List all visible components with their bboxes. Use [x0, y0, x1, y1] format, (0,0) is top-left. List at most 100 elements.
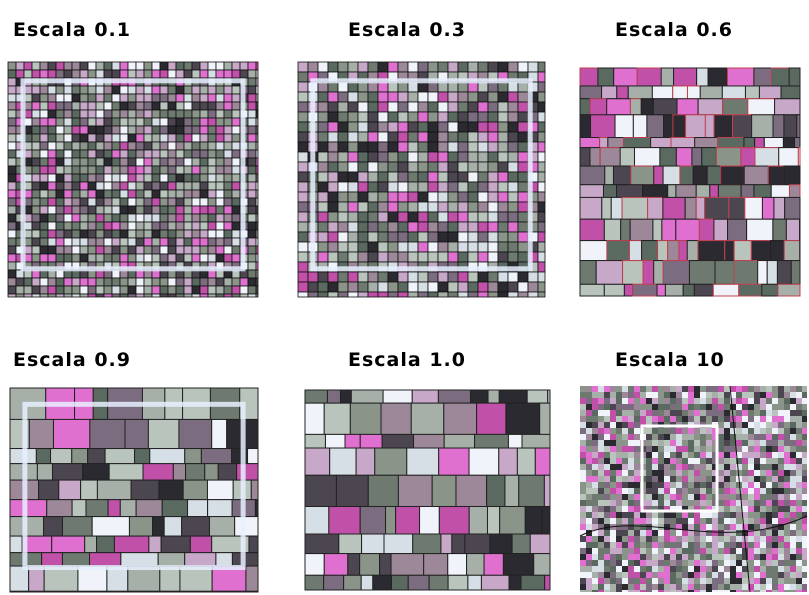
- image-segment: [255, 500, 258, 517]
- image-segment: [629, 241, 641, 261]
- image-cell: [796, 404, 802, 410]
- image-segment: [544, 475, 550, 506]
- image-cell: [458, 282, 468, 292]
- image-cell: [772, 416, 778, 422]
- image-cell: [682, 494, 688, 500]
- image-cell: [488, 182, 498, 192]
- image-cell: [724, 392, 730, 398]
- image-cell: [784, 506, 790, 512]
- image-cell: [8, 166, 16, 174]
- image-cell: [592, 404, 598, 410]
- image-segment: [448, 554, 467, 576]
- image-segment: [642, 241, 658, 261]
- image-cell: [318, 232, 328, 242]
- image-cell: [256, 230, 258, 238]
- image-cell: [418, 82, 428, 92]
- image-segment: [580, 185, 603, 198]
- image-cell: [628, 476, 634, 482]
- image-cell: [200, 286, 208, 294]
- image-cell: [192, 182, 200, 190]
- image-cell: [604, 398, 610, 404]
- image-cell: [604, 416, 610, 422]
- image-cell: [498, 292, 508, 297]
- image-cell: [742, 578, 748, 584]
- image-cell: [616, 404, 622, 410]
- image-cell: [428, 182, 438, 192]
- image-cell: [80, 126, 88, 134]
- image-cell: [640, 404, 646, 410]
- image-cell: [658, 476, 664, 482]
- image-cell: [64, 166, 72, 174]
- image-cell: [176, 294, 184, 297]
- image-cell: [592, 494, 598, 500]
- image-cell: [368, 232, 378, 242]
- image-cell: [688, 446, 694, 452]
- image-cell: [670, 530, 676, 536]
- image-cell: [592, 440, 598, 446]
- image-cell: [802, 422, 807, 428]
- image-cell: [724, 404, 730, 410]
- image-cell: [498, 282, 508, 292]
- image-cell: [176, 206, 184, 214]
- image-segment: [661, 68, 673, 86]
- image-cell: [328, 92, 338, 102]
- image-cell: [634, 482, 640, 488]
- image-cell: [408, 82, 418, 92]
- image-cell: [120, 190, 128, 198]
- image-cell: [724, 530, 730, 536]
- image-cell: [120, 126, 128, 134]
- image-cell: [616, 488, 622, 494]
- image-segment: [784, 166, 800, 185]
- image-cell: [112, 174, 120, 182]
- image-cell: [408, 152, 418, 162]
- image-cell: [700, 584, 706, 590]
- image-cell: [688, 404, 694, 410]
- image-segment: [779, 148, 799, 166]
- image-cell: [378, 272, 388, 282]
- image-cell: [772, 578, 778, 584]
- image-cell: [298, 252, 308, 262]
- image-cell: [712, 536, 718, 542]
- image-cell: [694, 536, 700, 542]
- image-cell: [610, 464, 616, 470]
- image-cell: [682, 500, 688, 506]
- image-segment: [10, 500, 47, 517]
- image-cell: [652, 410, 658, 416]
- image-cell: [378, 132, 388, 142]
- image-cell: [802, 482, 807, 488]
- image-cell: [628, 542, 634, 548]
- image-segment: [420, 506, 440, 534]
- image-segment: [407, 448, 439, 475]
- image-cell: [634, 542, 640, 548]
- image-cell: [200, 278, 208, 286]
- image-cell: [610, 500, 616, 506]
- image-cell: [730, 590, 736, 592]
- image-cell: [32, 158, 40, 166]
- image-cell: [160, 86, 168, 94]
- image-cell: [80, 254, 88, 262]
- image-cell: [628, 464, 634, 470]
- image-cell: [224, 134, 232, 142]
- image-cell: [616, 512, 622, 518]
- image-cell: [96, 206, 104, 214]
- image-segment: [754, 185, 771, 198]
- image-cell: [682, 416, 688, 422]
- image-cell: [8, 86, 16, 94]
- image-cell: [120, 230, 128, 238]
- image-cell: [256, 270, 258, 278]
- image-cell: [706, 386, 712, 392]
- image-cell: [120, 206, 128, 214]
- image-cell: [646, 500, 652, 506]
- image-cell: [192, 166, 200, 174]
- image-cell: [72, 190, 80, 198]
- image-cell: [796, 458, 802, 464]
- image-cell: [802, 578, 807, 584]
- image-cell: [408, 192, 418, 202]
- image-cell: [622, 410, 628, 416]
- image-cell: [586, 476, 592, 482]
- image-cell: [694, 560, 700, 566]
- image-cell: [712, 554, 718, 560]
- image-cell: [730, 578, 736, 584]
- image-cell: [458, 142, 468, 152]
- image-segment: [162, 500, 187, 517]
